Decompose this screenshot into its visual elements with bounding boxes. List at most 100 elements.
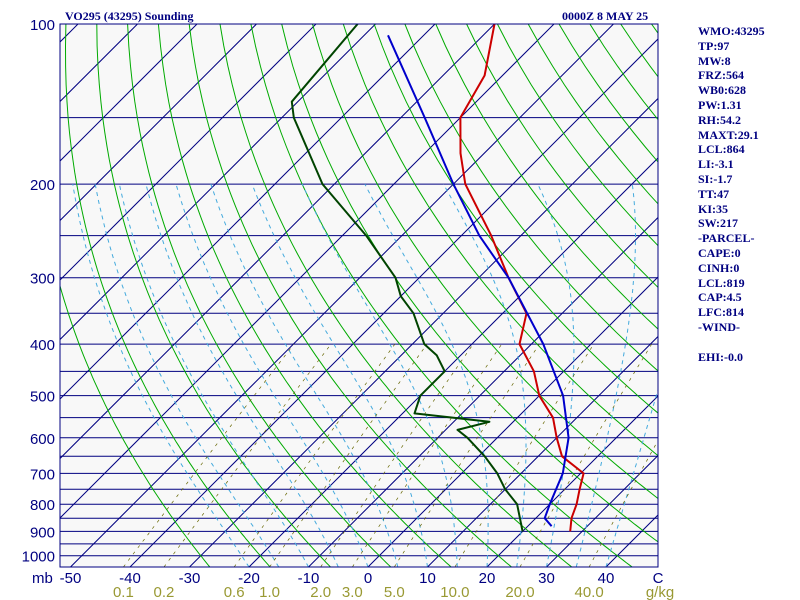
dry-adiabat-line [404, 24, 658, 372]
dry-adiabat-line [682, 24, 800, 567]
dry-adiabat-line [60, 284, 211, 567]
dry-adiabat-line [713, 24, 800, 567]
index-item: SI:-1.7 [698, 171, 733, 186]
mixing-ratio-line [320, 343, 474, 567]
pressure-tick-label: 900 [30, 524, 55, 541]
dry-adiabat-line [435, 24, 658, 330]
moist-adiabat-line [575, 184, 636, 567]
isotherm-line [486, 395, 658, 567]
moist-adiabat-line [118, 183, 309, 567]
isotherm-line [427, 335, 658, 567]
isotherm-line [60, 24, 555, 519]
index-item: LFC:814 [698, 305, 744, 320]
index-item: FRZ:564 [698, 68, 744, 83]
dry-adiabat-line [64, 24, 271, 567]
temperature-tick-label: -20 [238, 570, 260, 587]
mixing-ratio-tick-label: 2.0 [310, 584, 331, 600]
moist-adiabat-line [364, 183, 489, 567]
isotherm-line [248, 157, 658, 567]
dry-adiabat-line [496, 24, 658, 247]
pressure-tick-label: 700 [30, 466, 55, 483]
isotherm-line [546, 454, 658, 567]
temperature-tick-label: 20 [479, 570, 496, 587]
mixing-ratio-line [269, 343, 428, 567]
dry-adiabat-line [342, 24, 658, 457]
moist-adiabat-line [442, 183, 527, 567]
mixing-ratio-line [233, 343, 396, 567]
index-item: EHI:-0.0 [698, 349, 743, 364]
temperature-unit-label: C [653, 570, 664, 587]
isotherm-line [367, 276, 658, 567]
temperature-tick-label: 0 [364, 570, 372, 587]
moist-adiabat-line [175, 183, 369, 567]
grid-lines [0, 24, 800, 567]
mixing-ratio-tick-label: 0.2 [154, 584, 175, 600]
pressure-tick-label: 500 [30, 389, 55, 406]
moist-adiabat-line [251, 183, 428, 567]
profile-lines [290, 24, 585, 532]
mixing-ratio-tick-label: 5.0 [384, 584, 405, 600]
index-item: -WIND- [698, 319, 740, 334]
dry-adiabat-line [157, 24, 452, 567]
isotherm-line [0, 24, 19, 567]
temperature-tick-label: -40 [119, 570, 141, 587]
temperature-tick-label: 40 [598, 570, 615, 587]
temperature-tick-label: 10 [419, 570, 436, 587]
index-item: CAPE:0 [698, 245, 741, 260]
parcel-profile [387, 34, 570, 527]
index-item: CINH:0 [698, 260, 740, 275]
temperature-profile [459, 24, 585, 532]
moist-adiabat-line [94, 184, 280, 567]
isotherm-line [60, 24, 495, 460]
isotherm-line [189, 97, 658, 567]
dry-adiabat-line [312, 24, 658, 500]
sounding-datetime: 0000Z 8 MAY 25 [562, 9, 649, 23]
dry-adiabat-line [127, 24, 392, 567]
plot-frame [59, 23, 659, 568]
pressure-tick-label: 200 [30, 177, 55, 194]
mixing-ratio-tick-label: 0.1 [113, 584, 134, 600]
index-item: WMO:43295 [698, 24, 765, 38]
dry-adiabat-line [96, 24, 331, 567]
isotherm-line [60, 24, 198, 162]
index-item: PW:1.31 [698, 97, 742, 112]
index-item: RH:54.2 [698, 112, 741, 127]
index-item: LCL:819 [698, 275, 745, 290]
isotherm-line [666, 24, 800, 567]
isotherm-line [60, 24, 317, 281]
index-item: SW:217 [698, 216, 739, 231]
sounding-title: VO295 (43295) Sounding [65, 9, 194, 23]
temperature-tick-label: -50 [60, 570, 82, 587]
pressure-tick-label: 1000 [22, 549, 55, 566]
moist-adiabat-line [210, 183, 399, 567]
isotherm-line [60, 24, 257, 222]
index-item: TP:97 [698, 38, 730, 53]
pressure-tick-label: 600 [30, 431, 55, 448]
mixing-ratio-tick-label: 40.0 [575, 584, 604, 600]
mixing-ratio-line [352, 343, 503, 567]
mixing-ratio-line [163, 343, 332, 567]
moist-adiabat-line [605, 387, 658, 567]
isotherm-line [725, 24, 800, 567]
plot-area [60, 24, 658, 567]
index-item: MAXT:29.1 [698, 127, 759, 142]
dry-adiabat-line [219, 24, 573, 567]
dry-adiabat-line [744, 24, 800, 567]
index-item: KI:35 [698, 201, 728, 216]
index-item: MW:8 [698, 53, 731, 68]
dry-adiabat-line [188, 24, 512, 567]
pressure-tick-label: 400 [30, 337, 55, 354]
index-item: LCL:864 [698, 142, 745, 157]
temperature-tick-label: 30 [538, 570, 555, 587]
isotherm-line [60, 24, 376, 341]
dry-adiabat-line [651, 24, 658, 34]
moist-adiabat-line [72, 184, 250, 567]
mixing-ratio-tick-label: 3.0 [342, 584, 363, 600]
mixing-ratio-tick-label: 0.6 [224, 584, 245, 600]
index-item: TT:47 [698, 186, 730, 201]
moist-adiabat-line [145, 183, 339, 567]
pressure-tick-label: 100 [30, 17, 55, 34]
pressure-unit-label: mb [32, 570, 53, 587]
